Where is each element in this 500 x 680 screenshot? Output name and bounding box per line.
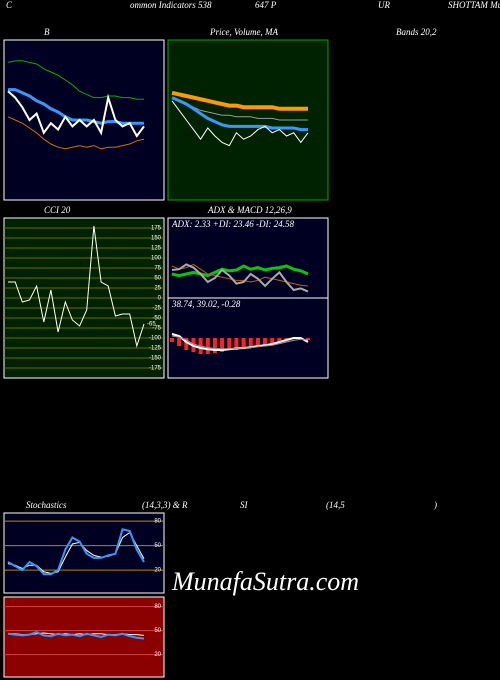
y-tick-label: 75 — [154, 266, 161, 272]
heading: Price, Volume, MA — [209, 27, 278, 37]
y-tick-label: 125 — [151, 246, 162, 252]
heading: Bands 20,2 — [396, 27, 437, 37]
y-tick-label: 20 — [154, 652, 161, 658]
y-tick-label: 175 — [151, 226, 162, 232]
series-line — [8, 88, 144, 125]
series-line — [7, 116, 145, 150]
y-tick-label: 50 — [154, 628, 161, 634]
series-line — [171, 263, 309, 293]
histogram-bar — [177, 338, 182, 346]
y-tick-label: 20 — [154, 568, 161, 574]
panel — [3, 512, 165, 594]
histogram-bar — [212, 338, 217, 354]
heading: UR — [378, 0, 390, 10]
y-tick-label: -100 — [149, 336, 162, 342]
y-tick-label: 100 — [151, 256, 162, 262]
y-tick-label: -175 — [149, 366, 162, 372]
heading: B — [44, 27, 50, 37]
series-line — [7, 60, 144, 100]
series-line — [171, 100, 309, 147]
heading: C — [6, 0, 13, 10]
y-tick-label: -150 — [149, 356, 162, 362]
heading: (14,5 — [326, 500, 345, 510]
panel — [3, 596, 165, 678]
y-tick-label: -50 — [152, 316, 161, 322]
y-tick-label: -75 — [152, 326, 161, 332]
heading: SI — [240, 500, 249, 510]
histogram-bar — [263, 338, 268, 346]
y-tick-label: -125 — [149, 346, 162, 352]
series-line — [8, 225, 145, 348]
annotation: ADX: 2.33 +DI: 23.46 -DI: 24.58 — [171, 219, 295, 229]
heading: Stochastics — [26, 500, 67, 510]
series-line — [171, 335, 309, 350]
y-tick-label: 0 — [158, 296, 162, 302]
heading: ADX & MACD 12,26,9 — [207, 205, 292, 215]
histogram-bar — [234, 338, 239, 350]
histogram-bar — [227, 338, 232, 350]
heading: (14,3,3) & R — [142, 500, 188, 510]
series-line — [171, 264, 309, 278]
y-tick-label: 50 — [154, 543, 161, 549]
y-tick-label: 150 — [151, 236, 162, 242]
histogram-bar — [205, 338, 210, 354]
y-tick-label: -25 — [152, 306, 161, 312]
histogram-bar — [184, 338, 189, 350]
histogram-bar — [270, 338, 275, 344]
heading: ) — [433, 500, 437, 510]
histogram-bar — [255, 338, 260, 347]
heading: ommon Indicators 538 — [130, 0, 212, 10]
y-tick-label: 80 — [154, 519, 161, 525]
panel — [167, 217, 329, 299]
series-line — [171, 96, 308, 132]
heading: SHOTTAM MunafaSutra.com — [448, 0, 500, 10]
histogram-bar — [277, 338, 282, 342]
histogram-bar — [241, 338, 246, 350]
histogram-bar — [248, 338, 253, 348]
watermark: MunafaSutra.com — [171, 567, 359, 596]
series-line — [7, 528, 145, 576]
heading: 647 P — [255, 0, 277, 10]
series-line — [171, 97, 308, 121]
annotation: 38.74, 39.02, -0.28 — [171, 299, 241, 309]
heading: CCI 20 — [44, 205, 71, 215]
y-tick-label: 80 — [154, 604, 161, 610]
histogram-bar — [306, 338, 310, 340]
series-line — [171, 90, 308, 111]
value-label: -65 — [147, 322, 156, 328]
histogram-bar — [170, 338, 174, 342]
y-tick-label: 50 — [154, 276, 161, 282]
histogram-bar — [220, 338, 225, 352]
series-line — [7, 631, 145, 640]
series-line — [7, 531, 145, 574]
y-tick-label: 25 — [154, 286, 161, 292]
series-line — [7, 90, 145, 138]
